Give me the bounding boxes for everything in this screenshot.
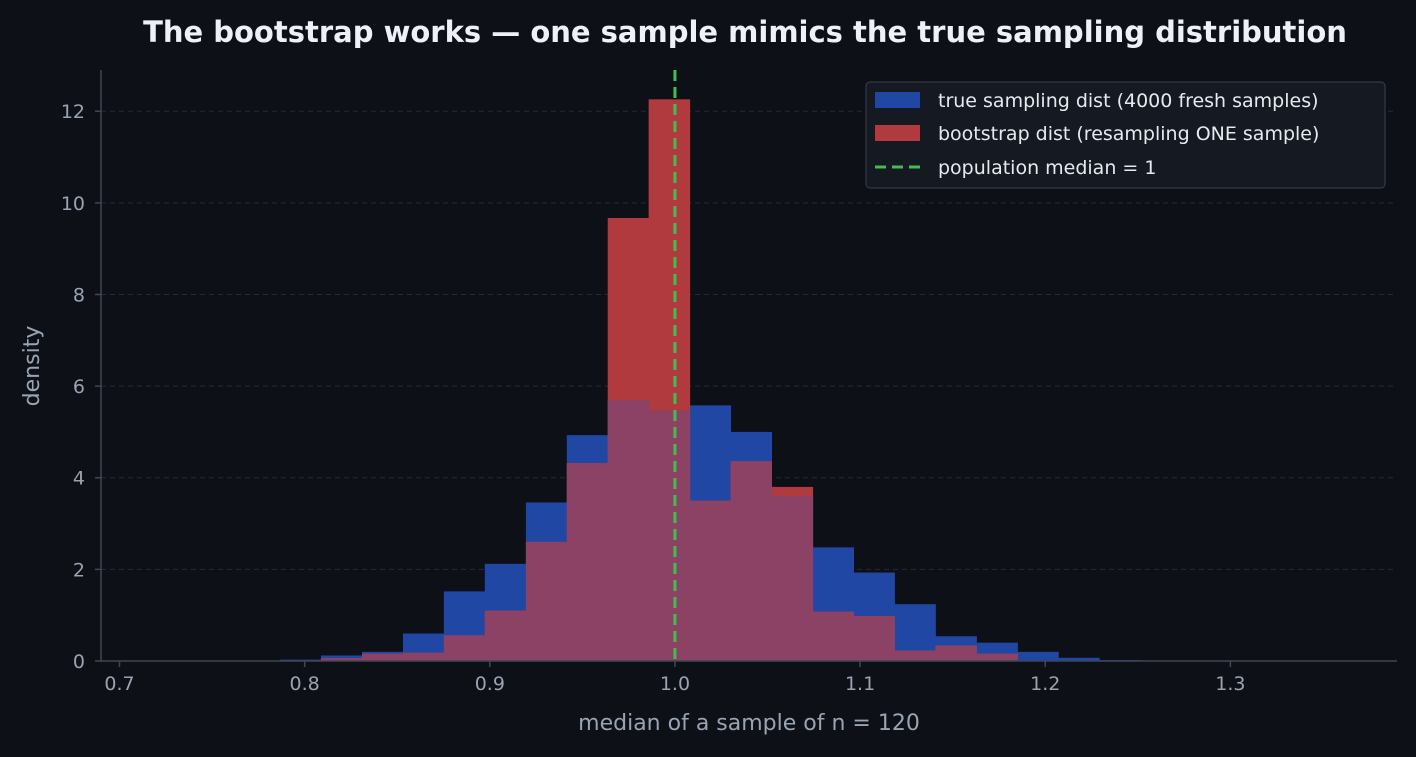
x-tick-label-6: 1.3 <box>1215 673 1245 695</box>
y-tick-label-6: 12 <box>61 101 85 123</box>
x-tick-label-4: 1.1 <box>845 673 875 695</box>
y-tick-label-1: 2 <box>73 559 85 581</box>
legend-label-bootstrap: bootstrap dist (resampling ONE sample) <box>938 123 1319 145</box>
bar-overlap-7 <box>566 463 609 661</box>
x-tick-label-1: 0.8 <box>290 673 320 695</box>
bar-overlap-16 <box>935 645 977 661</box>
bar-overlap-9 <box>648 410 691 661</box>
bar-overlap-12 <box>771 496 814 661</box>
bar-overlap-1 <box>320 658 363 661</box>
x-tick-label-5: 1.2 <box>1030 673 1060 695</box>
bar-overlap-5 <box>484 610 527 661</box>
bar-overlap-10 <box>689 500 732 661</box>
y-tick-label-2: 4 <box>73 468 85 490</box>
y-axis-label: density <box>20 326 45 407</box>
legend-swatch-bootstrap <box>875 125 920 141</box>
y-tick-label-4: 8 <box>73 284 85 306</box>
legend-swatch-true <box>875 92 920 108</box>
bar-overlap-6 <box>525 541 568 661</box>
x-ticks: 0.7 0.8 0.9 1.0 1.1 1.2 1.3 <box>104 661 1245 695</box>
bar-overlap-17 <box>976 653 1018 661</box>
x-tick-label-0: 0.7 <box>104 673 134 695</box>
y-tick-label-3: 6 <box>73 376 85 398</box>
bar-overlap-15 <box>894 650 936 661</box>
bar-overlap-14 <box>853 616 895 661</box>
overlap-bars <box>320 399 1018 661</box>
x-tick-label-3: 1.0 <box>660 673 690 695</box>
legend-label-median: population median = 1 <box>938 157 1156 179</box>
bar-overlap-8 <box>607 399 650 661</box>
legend-label-true: true sampling dist (4000 fresh samples) <box>938 90 1319 112</box>
y-ticks: 0 2 4 6 8 10 12 <box>61 101 101 673</box>
chart-title: The bootstrap works — one sample mimics … <box>143 15 1347 49</box>
bar-overlap-3 <box>402 652 445 661</box>
bar-true-18 <box>1017 651 1059 661</box>
y-tick-label-0: 0 <box>73 651 85 673</box>
bar-overlap-13 <box>812 611 855 661</box>
legend: true sampling dist (4000 fresh samples) … <box>865 81 1386 189</box>
x-tick-label-2: 0.9 <box>475 673 505 695</box>
legend-box <box>865 81 1386 189</box>
y-tick-label-5: 10 <box>61 193 85 215</box>
bar-overlap-2 <box>362 653 404 661</box>
bar-overlap-4 <box>443 635 486 661</box>
axes <box>100 70 1397 662</box>
x-axis-label: median of a sample of n = 120 <box>578 711 920 736</box>
bar-true-19 <box>1058 657 1100 661</box>
bar-overlap-11 <box>730 461 772 661</box>
